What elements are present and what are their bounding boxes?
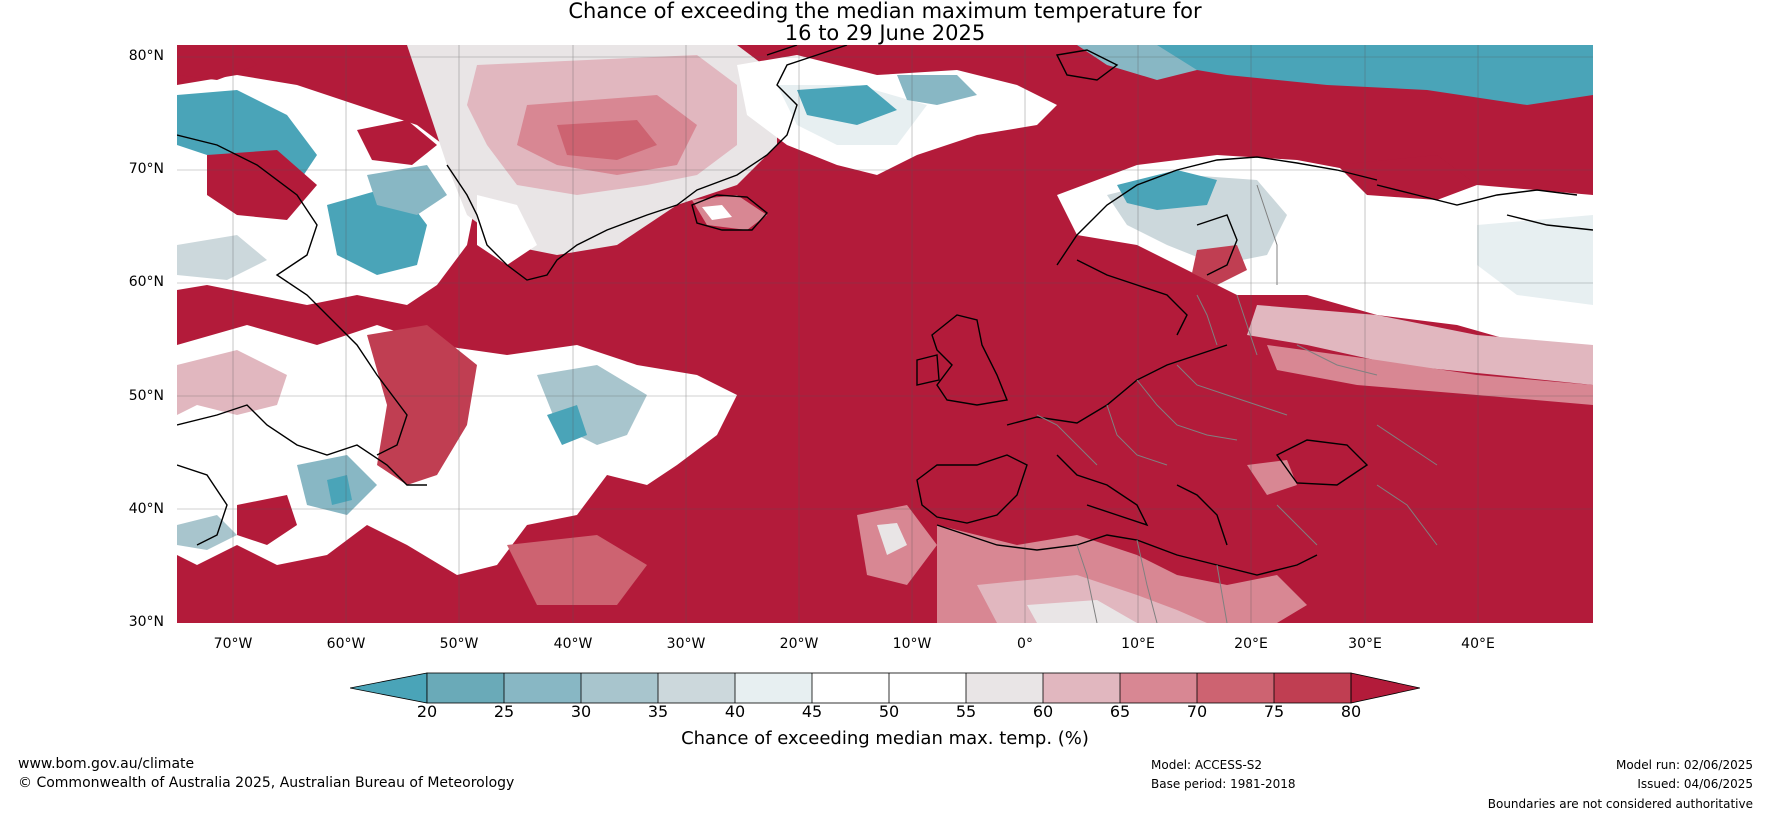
lon-label-20e: 20°E — [1234, 636, 1268, 652]
colorbar — [349, 670, 1421, 710]
turkey-pink — [1247, 460, 1297, 495]
colorbar-70-75 — [1197, 673, 1274, 703]
colorbar-high-arrow — [1350, 672, 1421, 704]
lon-label-30w: 30°W — [666, 636, 706, 652]
nw-atlantic-blue-patch-5 — [177, 515, 237, 550]
greenland-red-core — [557, 120, 657, 160]
scandinavia-red-finland — [1192, 245, 1247, 285]
lon-label-0: 0° — [1017, 636, 1033, 652]
lon-label-50w: 50°W — [439, 636, 479, 652]
greenland-white-tip — [477, 195, 537, 265]
colorbar-20-25 — [427, 673, 504, 703]
west-africa-white — [877, 523, 907, 555]
colorbar-75-80 — [1274, 673, 1351, 703]
iceland-white — [702, 205, 732, 220]
colorbar-65-70 — [1120, 673, 1197, 703]
footer-disclaimer: Boundaries are not considered authoritat… — [1487, 797, 1753, 811]
arctic-blue-core-2 — [897, 75, 977, 105]
baffin-red-patch-1 — [207, 150, 317, 220]
footer-copyright: © Commonwealth of Australia 2025, Austra… — [18, 775, 515, 791]
lon-label-70w: 70°W — [213, 636, 253, 652]
colorbar-tick-20: 20 — [416, 702, 438, 721]
forecast-map — [177, 45, 1593, 623]
footer-website: www.bom.gov.au/climate — [18, 756, 195, 772]
footer-base-period: Base period: 1981-2018 — [1151, 777, 1296, 791]
lon-label-10e: 10°E — [1121, 636, 1155, 652]
baffin-red-patch-3 — [177, 45, 257, 80]
arctic-blue-core — [797, 85, 897, 125]
colorbar-tick-25: 25 — [493, 702, 515, 721]
baffin-red-patch-2 — [357, 120, 437, 165]
colorbar-tick-75: 75 — [1263, 702, 1285, 721]
colorbar-tick-55: 55 — [955, 702, 977, 721]
colorbar-tick-65: 65 — [1109, 702, 1131, 721]
country-borders — [1036, 184, 1438, 623]
lon-label-40w: 40°W — [553, 636, 593, 652]
colorbar-40-45 — [735, 673, 812, 703]
lon-label-30e: 30°E — [1348, 636, 1382, 652]
lon-label-10w: 10°W — [892, 636, 932, 652]
colorbar-tick-40: 40 — [724, 702, 746, 721]
russia-rose-band — [1267, 345, 1593, 405]
lat-label-60n: 60°N — [128, 274, 164, 290]
lon-label-20w: 20°W — [779, 636, 819, 652]
footer-model: Model: ACCESS-S2 — [1151, 758, 1263, 772]
kola-red-patch — [1337, 155, 1477, 200]
colorbar-tick-35: 35 — [647, 702, 669, 721]
colorbar-tick-30: 30 — [570, 702, 592, 721]
colorbar-tick-50: 50 — [878, 702, 900, 721]
colorbar-label: Chance of exceeding median max. temp. (%… — [681, 728, 1089, 749]
map-title-line2: 16 to 29 June 2025 — [784, 21, 986, 45]
nw-atlantic-red-core — [367, 325, 477, 485]
lat-label-40n: 40°N — [128, 501, 164, 517]
colorbar-30-35 — [581, 673, 658, 703]
russia-pink-band — [1247, 305, 1593, 385]
colorbar-25-30 — [504, 673, 581, 703]
coastlines — [177, 45, 1593, 576]
colorbar-50-55 — [889, 673, 966, 703]
lon-label-60w: 60°W — [326, 636, 366, 652]
colorbar-45-50 — [812, 673, 889, 703]
sahara-white-patch — [1027, 600, 1137, 623]
baffin-light-blue — [367, 165, 447, 215]
lat-label-30n: 30°N — [128, 614, 164, 630]
map-title-line1: Chance of exceeding the median maximum t… — [568, 0, 1202, 23]
colorbar-55-60 — [966, 673, 1043, 703]
atlantic-subtropic-pink — [507, 535, 647, 605]
iceland-pink — [692, 195, 767, 230]
scandinavia-blue-zone — [1117, 170, 1217, 210]
colorbar-tick-60: 60 — [1032, 702, 1054, 721]
nw-atlantic-pink-band — [177, 350, 287, 415]
footer-issued: Issued: 04/06/2025 — [1637, 777, 1753, 791]
nw-atlantic-blue-patch-2 — [547, 405, 587, 445]
baffin-pale-patch — [177, 235, 267, 280]
lat-label-50n: 50°N — [128, 388, 164, 404]
graticule — [177, 45, 1593, 623]
lon-label-40e: 40°E — [1461, 636, 1495, 652]
colorbar-60-65 — [1043, 673, 1120, 703]
colorbar-low-arrow — [349, 672, 428, 704]
nw-atlantic-red-patch — [237, 495, 297, 545]
russia-light-patch — [1477, 215, 1593, 305]
barents-light-band — [1077, 45, 1197, 80]
colorbar-tick-45: 45 — [801, 702, 823, 721]
footer-model-run: Model run: 02/06/2025 — [1615, 758, 1753, 772]
lat-label-70n: 70°N — [128, 161, 164, 177]
colorbar-tick-70: 70 — [1186, 702, 1208, 721]
colorbar-35-40 — [658, 673, 735, 703]
lat-label-80n: 80°N — [128, 48, 164, 64]
colorbar-tick-80: 80 — [1340, 702, 1362, 721]
